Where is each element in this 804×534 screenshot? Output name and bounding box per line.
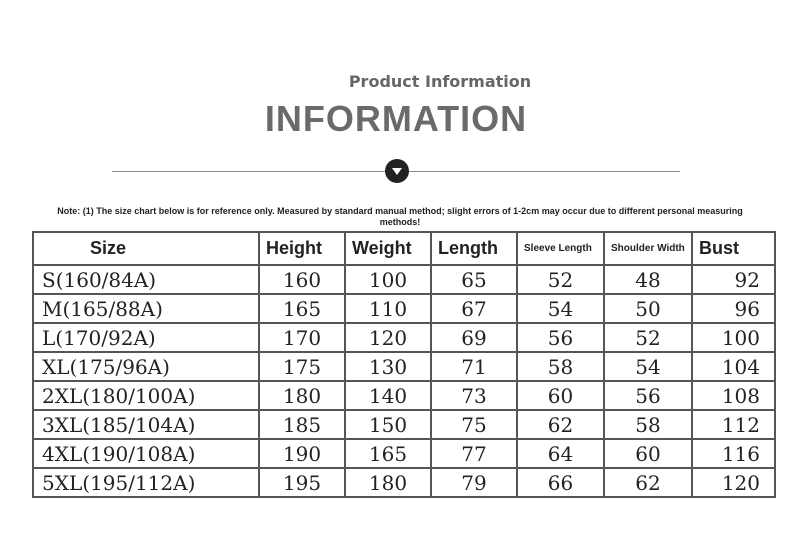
header-shoulder-width: Shoulder Width	[603, 231, 693, 266]
cell-length: 69	[430, 322, 518, 353]
cell-weight: 165	[344, 438, 432, 469]
table-header: Size Height Weight Length Sleeve Length …	[32, 231, 776, 266]
header-length: Length	[430, 231, 518, 266]
table-row: XL(175/96A) 175 130 71 58 54 104	[32, 351, 776, 382]
table-row: 4XL(190/108A) 190 165 77 64 60 116	[32, 438, 776, 469]
cell-sleeve-length: 60	[516, 380, 605, 411]
cell-weight: 180	[344, 467, 432, 498]
cell-height: 185	[258, 409, 346, 440]
cell-size: 5XL(195/112A)	[32, 467, 260, 498]
header-size: Size	[32, 231, 260, 266]
cell-bust: 104	[691, 351, 776, 382]
cell-bust: 92	[691, 264, 776, 295]
cell-shoulder-width: 52	[603, 322, 693, 353]
cell-size: M(165/88A)	[32, 293, 260, 324]
cell-size: 2XL(180/100A)	[32, 380, 260, 411]
cell-sleeve-length: 58	[516, 351, 605, 382]
cell-sleeve-length: 64	[516, 438, 605, 469]
cell-length: 65	[430, 264, 518, 295]
cell-size: L(170/92A)	[32, 322, 260, 353]
cell-sleeve-length: 54	[516, 293, 605, 324]
cell-height: 190	[258, 438, 346, 469]
cell-weight: 140	[344, 380, 432, 411]
cell-height: 165	[258, 293, 346, 324]
cell-sleeve-length: 56	[516, 322, 605, 353]
cell-height: 160	[258, 264, 346, 295]
cell-sleeve-length: 52	[516, 264, 605, 295]
cell-shoulder-width: 50	[603, 293, 693, 324]
cell-bust: 112	[691, 409, 776, 440]
cell-shoulder-width: 58	[603, 409, 693, 440]
table-row: S(160/84A) 160 100 65 52 48 92	[32, 264, 776, 295]
cell-size: XL(175/96A)	[32, 351, 260, 382]
cell-bust: 120	[691, 467, 776, 498]
header-height: Height	[258, 231, 346, 266]
cell-height: 170	[258, 322, 346, 353]
cell-length: 73	[430, 380, 518, 411]
cell-bust: 100	[691, 322, 776, 353]
title: INFORMATION	[264, 98, 528, 139]
cell-bust: 96	[691, 293, 776, 324]
table-row: 2XL(180/100A) 180 140 73 60 56 108	[32, 380, 776, 411]
size-chart-table: Size Height Weight Length Sleeve Length …	[32, 231, 776, 498]
cell-shoulder-width: 54	[603, 351, 693, 382]
cell-height: 195	[258, 467, 346, 498]
cell-shoulder-width: 62	[603, 467, 693, 498]
subtitle: Product Information	[348, 72, 532, 91]
cell-length: 75	[430, 409, 518, 440]
cell-sleeve-length: 62	[516, 409, 605, 440]
cell-length: 67	[430, 293, 518, 324]
header-sleeve-length: Sleeve Length	[516, 231, 605, 266]
cell-length: 79	[430, 467, 518, 498]
chevron-down-circle-icon	[385, 159, 409, 183]
cell-weight: 150	[344, 409, 432, 440]
cell-weight: 120	[344, 322, 432, 353]
cell-size: 3XL(185/104A)	[32, 409, 260, 440]
cell-size: S(160/84A)	[32, 264, 260, 295]
header-weight: Weight	[344, 231, 432, 266]
cell-shoulder-width: 56	[603, 380, 693, 411]
cell-bust: 116	[691, 438, 776, 469]
header-bust: Bust	[691, 231, 776, 266]
cell-weight: 130	[344, 351, 432, 382]
table-row: 3XL(185/104A) 185 150 75 62 58 112	[32, 409, 776, 440]
cell-weight: 110	[344, 293, 432, 324]
cell-size: 4XL(190/108A)	[32, 438, 260, 469]
cell-weight: 100	[344, 264, 432, 295]
table-row: M(165/88A) 165 110 67 54 50 96	[32, 293, 776, 324]
cell-sleeve-length: 66	[516, 467, 605, 498]
cell-length: 71	[430, 351, 518, 382]
cell-shoulder-width: 48	[603, 264, 693, 295]
table-row: 5XL(195/112A) 195 180 79 66 62 120	[32, 467, 776, 498]
cell-height: 180	[258, 380, 346, 411]
cell-length: 77	[430, 438, 518, 469]
cell-shoulder-width: 60	[603, 438, 693, 469]
cell-bust: 108	[691, 380, 776, 411]
size-note: Note: (1) The size chart below is for re…	[57, 206, 743, 227]
table-row: L(170/92A) 170 120 69 56 52 100	[32, 322, 776, 353]
cell-height: 175	[258, 351, 346, 382]
